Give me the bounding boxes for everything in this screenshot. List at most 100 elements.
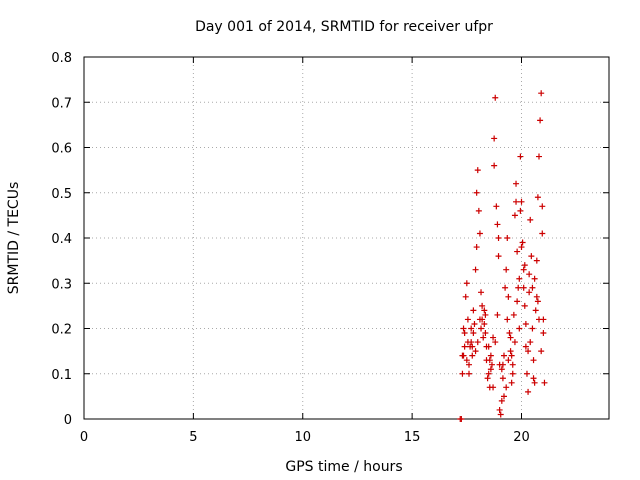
data-point: [504, 235, 511, 241]
data-point: [534, 194, 541, 201]
data-point: [513, 198, 520, 205]
data-point: [461, 343, 468, 350]
data-point: [531, 379, 538, 386]
data-point: [462, 293, 469, 300]
data-point: [528, 253, 535, 260]
data-point: [490, 384, 497, 391]
data-point: [466, 361, 472, 368]
chart-title: Day 001 of 2014, SRMTID for receiver ufp…: [195, 19, 493, 35]
data-points: [457, 90, 548, 422]
data-point: [522, 343, 529, 350]
y-tick-label: 0: [64, 413, 72, 428]
data-point: [482, 311, 489, 318]
data-point: [491, 162, 498, 169]
data-point: [482, 330, 489, 337]
data-point: [471, 320, 478, 327]
data-point: [498, 397, 505, 404]
x-tick-label: 20: [513, 430, 530, 445]
data-point: [460, 325, 467, 332]
x-tick-label: 10: [294, 430, 311, 445]
data-point: [527, 216, 534, 223]
data-point: [484, 375, 491, 382]
data-point: [472, 348, 479, 355]
data-point: [464, 316, 471, 323]
data-point: [481, 307, 488, 314]
data-point: [494, 221, 501, 228]
data-point: [536, 153, 542, 160]
data-point: [490, 334, 497, 341]
data-point: [492, 94, 499, 101]
data-point: [514, 298, 521, 305]
data-point: [501, 352, 507, 359]
data-point: [473, 244, 480, 251]
data-point: [525, 348, 532, 355]
data-point: [474, 167, 481, 174]
data-point: [487, 352, 494, 359]
data-point: [476, 316, 483, 323]
data-point: [479, 302, 486, 309]
data-point: [516, 325, 523, 332]
x-tick-label: 5: [189, 430, 197, 445]
data-point: [469, 352, 476, 359]
data-point: [525, 388, 532, 395]
data-point: [492, 339, 499, 346]
data-point: [486, 357, 493, 364]
data-point: [459, 352, 466, 359]
data-point: [493, 203, 500, 210]
data-point: [503, 384, 510, 391]
data-point: [508, 352, 515, 359]
data-point: [481, 320, 488, 327]
data-point: [487, 366, 494, 373]
data-point: [513, 180, 520, 187]
data-point: [499, 375, 506, 382]
data-point: [458, 416, 465, 422]
data-point: [539, 203, 546, 210]
data-point: [473, 189, 480, 196]
data-point: [478, 325, 485, 332]
data-point: [498, 366, 505, 373]
data-point: [523, 370, 530, 377]
grid: [84, 57, 609, 419]
y-tick-label: 0.6: [51, 142, 72, 157]
data-point: [537, 117, 544, 124]
data-point: [468, 339, 475, 346]
data-point: [511, 339, 518, 346]
data-point: [466, 370, 472, 377]
data-point: [463, 357, 470, 364]
data-point: [533, 293, 540, 300]
data-point: [496, 406, 503, 413]
data-point: [501, 393, 507, 400]
data-point: [495, 253, 502, 260]
data-point: [522, 320, 529, 327]
data-point: [485, 370, 492, 377]
data-point: [491, 135, 498, 142]
data-point: [478, 289, 485, 296]
data-point: [502, 284, 509, 291]
data-point: [476, 230, 483, 237]
y-axis-label: SRMTID / TECUs: [6, 182, 22, 295]
data-point: [520, 266, 527, 273]
axis-ticks: 0 0.1 0.2 0.3 0.4 0.5 0.6 0.7 0.8 0 5 10 15 20: [51, 51, 609, 445]
data-point: [532, 307, 539, 314]
data-point: [527, 339, 534, 346]
y-tick-label: 0.7: [51, 96, 72, 111]
data-point: [533, 257, 540, 264]
data-point: [521, 302, 528, 309]
data-point: [468, 325, 475, 332]
data-point: [472, 266, 479, 273]
y-tick-label: 0.8: [51, 51, 72, 66]
data-point: [505, 293, 512, 300]
data-point: [483, 343, 490, 350]
data-point: [506, 330, 513, 337]
data-point: [516, 275, 523, 282]
data-point: [461, 330, 468, 337]
data-point: [470, 330, 477, 337]
data-point: [530, 357, 537, 364]
y-tick-label: 0.4: [51, 232, 72, 247]
data-point: [495, 235, 502, 241]
data-point: [463, 280, 470, 287]
data-point: [507, 334, 514, 341]
y-tick-label: 0.1: [51, 368, 72, 383]
x-tick-label: 0: [80, 430, 88, 445]
data-point: [538, 90, 545, 97]
